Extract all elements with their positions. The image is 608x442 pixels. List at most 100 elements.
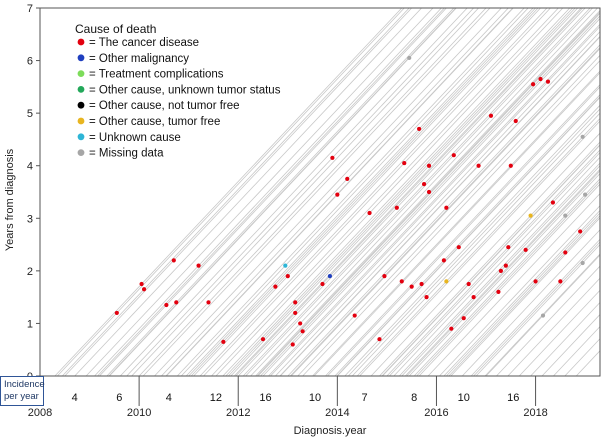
follow-up-line xyxy=(297,54,600,376)
follow-up-line xyxy=(496,265,600,376)
follow-up-line xyxy=(131,8,480,376)
data-point xyxy=(449,326,454,331)
x-tick-label: 2016 xyxy=(424,407,448,419)
data-point xyxy=(345,176,350,181)
data-point xyxy=(196,263,201,268)
follow-up-line xyxy=(211,8,559,376)
follow-up-line xyxy=(237,8,586,376)
follow-up-line xyxy=(106,8,455,376)
follow-up-line xyxy=(446,212,600,376)
follow-up-line xyxy=(427,192,600,376)
data-point xyxy=(424,295,429,300)
follow-up-line xyxy=(268,23,600,376)
legend-marker xyxy=(77,38,85,46)
follow-up-line xyxy=(199,8,548,376)
data-point xyxy=(320,281,325,287)
follow-up-line xyxy=(245,8,594,376)
incidence-label-box: Incidence per year xyxy=(0,376,45,406)
data-point xyxy=(377,337,382,342)
follow-up-line xyxy=(225,8,574,376)
follow-up-line xyxy=(185,8,534,376)
x-axis: 2008 2010 2012 2014 2016 2018 xyxy=(28,376,548,419)
follow-up-line xyxy=(54,8,403,376)
follow-up-line xyxy=(461,229,600,376)
incidence-count: 8 xyxy=(411,392,417,404)
legend-entry: = Other cause, not tumor free xyxy=(89,100,240,112)
follow-up-line xyxy=(334,94,600,376)
data-point xyxy=(290,342,295,347)
follow-up-line xyxy=(142,8,491,376)
incidence-row: 4 6 4 12 16 10 7 8 10 16 xyxy=(72,392,520,404)
data-point xyxy=(488,113,494,118)
data-point xyxy=(563,250,568,255)
y-tick-label: 3 xyxy=(27,213,33,225)
follow-up-line xyxy=(290,47,600,376)
data-point xyxy=(114,310,119,316)
legend-marker xyxy=(77,70,85,77)
data-point xyxy=(206,300,211,305)
y-tick-label: 4 xyxy=(27,161,33,173)
incidence-label-line2: per year xyxy=(4,391,39,402)
data-point xyxy=(141,287,147,292)
x-tick-label: 2018 xyxy=(523,407,547,419)
follow-up-line xyxy=(94,8,442,376)
data-point xyxy=(540,313,546,318)
y-axis-label: Years from diagnosis xyxy=(4,148,16,251)
legend-marker xyxy=(77,117,85,125)
data-point xyxy=(171,258,176,263)
y-axis: 01234567 xyxy=(27,3,40,383)
follow-up-line xyxy=(215,8,564,376)
follow-up-line xyxy=(166,8,514,376)
incidence-label-line1: Incidence xyxy=(4,379,45,390)
follow-up-line xyxy=(389,151,600,376)
data-point xyxy=(293,310,298,316)
data-point xyxy=(508,163,513,168)
data-point xyxy=(451,153,456,158)
x-tick-label: 2012 xyxy=(226,407,250,419)
legend: Cause of death = The cancer disease = Oth… xyxy=(75,22,281,160)
incidence-count: 16 xyxy=(507,392,519,404)
data-point xyxy=(394,205,399,210)
follow-up-line xyxy=(344,104,600,376)
follow-up-line xyxy=(356,117,600,376)
follow-up-line xyxy=(450,217,600,376)
follow-up-line xyxy=(404,168,600,376)
data-point xyxy=(399,279,404,284)
follow-up-line xyxy=(382,144,600,376)
follow-up-line xyxy=(470,238,600,376)
follow-up-line xyxy=(399,162,600,376)
incidence-count: 10 xyxy=(309,392,321,404)
y-tick-label: 5 xyxy=(27,108,33,120)
y-tick-label: 6 xyxy=(27,56,33,68)
follow-up-line xyxy=(359,120,600,376)
legend-marker xyxy=(77,133,85,141)
y-tick-label: 2 xyxy=(27,266,33,278)
follow-up-line xyxy=(180,8,529,376)
data-point xyxy=(583,192,588,197)
data-point xyxy=(174,300,179,305)
legend-marker xyxy=(77,101,85,109)
legend-entry: = Other malignancy xyxy=(89,53,189,65)
data-point xyxy=(327,274,333,279)
incidence-count: 6 xyxy=(116,392,122,404)
follow-up-line xyxy=(289,46,600,376)
follow-up-line xyxy=(193,8,542,376)
follow-up-lines xyxy=(54,8,600,376)
follow-up-line xyxy=(257,12,600,376)
y-tick-label: 1 xyxy=(27,318,33,330)
legend-marker xyxy=(77,86,85,93)
data-point xyxy=(444,205,449,210)
follow-up-line xyxy=(475,243,600,376)
incidence-count: 10 xyxy=(458,392,470,404)
x-tick-label: 2008 xyxy=(28,407,52,419)
follow-up-line xyxy=(413,178,600,376)
follow-up-line xyxy=(256,11,600,376)
follow-up-line xyxy=(138,8,487,376)
legend-entry: = Other cause, unknown tumor status xyxy=(89,84,281,96)
data-point xyxy=(444,279,449,284)
data-point xyxy=(441,258,446,263)
follow-up-line xyxy=(190,8,539,376)
data-point xyxy=(298,321,303,326)
data-point xyxy=(550,200,556,205)
